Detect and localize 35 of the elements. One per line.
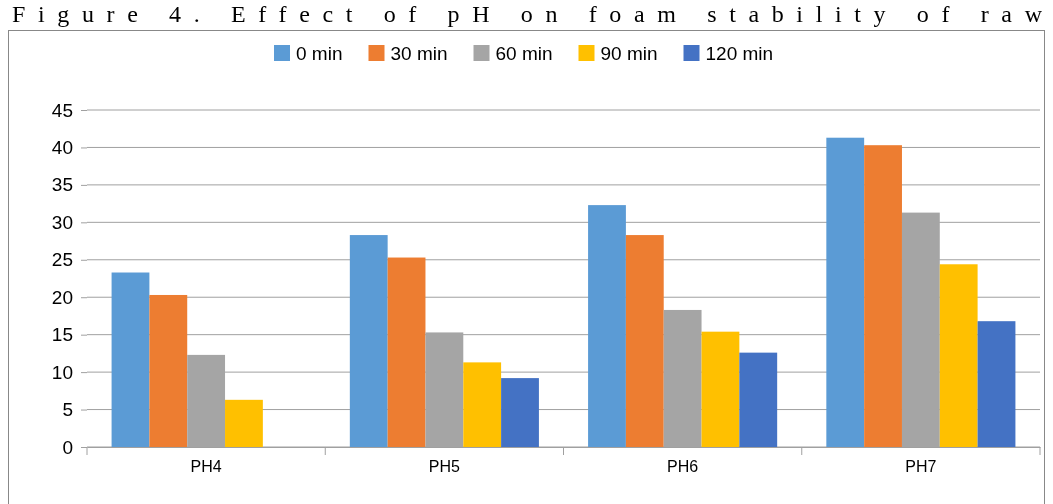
legend-label: 90 min [600, 43, 658, 64]
bar [349, 235, 388, 447]
legend-label: 0 min [296, 43, 343, 64]
y-tick-label: 20 [51, 286, 73, 308]
x-tick-label: PH7 [905, 458, 937, 476]
bar [149, 294, 188, 447]
bar [826, 137, 865, 447]
y-tick-label: 0 [62, 436, 73, 458]
bar [111, 272, 150, 447]
bar [463, 362, 502, 447]
y-tick-label: 5 [62, 399, 73, 421]
y-tick-label: 45 [51, 99, 73, 121]
x-tick-label: PH6 [667, 458, 699, 476]
bar [588, 205, 626, 447]
y-tick-label: 25 [51, 249, 73, 271]
bar [225, 399, 263, 447]
chart-title: Figure 4. Effect of pH on foam stability of raw [12, 1, 1043, 27]
legend-label: 60 min [495, 43, 553, 64]
y-tick-label: 10 [51, 361, 73, 383]
bar [977, 321, 1016, 447]
bar [625, 235, 664, 447]
bar [739, 352, 778, 447]
legend-label: 30 min [390, 43, 448, 64]
bar [939, 264, 978, 447]
x-tick-label: PH4 [190, 458, 222, 476]
y-tick-label: 30 [51, 211, 73, 233]
y-tick-label: 15 [51, 324, 73, 346]
legend-label: 120 min [705, 43, 774, 64]
y-tick-label: 40 [51, 137, 73, 159]
bar [501, 378, 539, 447]
bar [387, 257, 426, 447]
y-tick-label: 35 [51, 174, 73, 196]
bar [864, 145, 902, 447]
bar [701, 331, 740, 447]
x-tick-label: PH5 [428, 458, 461, 476]
